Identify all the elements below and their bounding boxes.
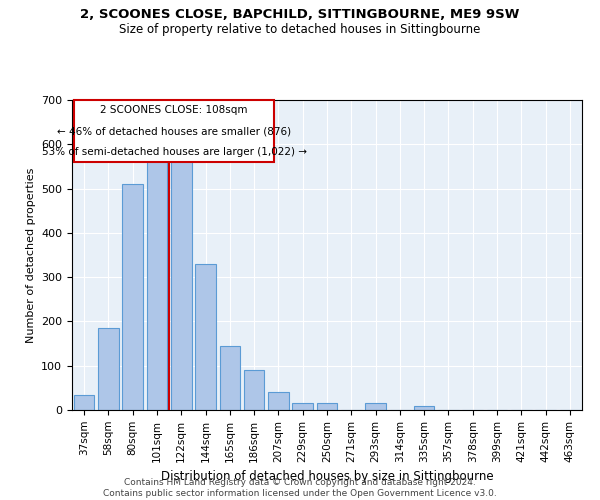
Text: 53% of semi-detached houses are larger (1,022) →: 53% of semi-detached houses are larger (…: [41, 146, 307, 156]
Bar: [220, 346, 240, 410]
Bar: [195, 264, 216, 410]
Bar: [292, 404, 313, 410]
Text: 2, SCOONES CLOSE, BAPCHILD, SITTINGBOURNE, ME9 9SW: 2, SCOONES CLOSE, BAPCHILD, SITTINGBOURN…: [80, 8, 520, 20]
Bar: [268, 392, 289, 410]
Bar: [98, 328, 119, 410]
Y-axis label: Number of detached properties: Number of detached properties: [26, 168, 35, 342]
Bar: [244, 370, 265, 410]
Bar: [122, 184, 143, 410]
Bar: [365, 404, 386, 410]
Text: Size of property relative to detached houses in Sittingbourne: Size of property relative to detached ho…: [119, 22, 481, 36]
Text: Contains HM Land Registry data © Crown copyright and database right 2024.
Contai: Contains HM Land Registry data © Crown c…: [103, 478, 497, 498]
X-axis label: Distribution of detached houses by size in Sittingbourne: Distribution of detached houses by size …: [161, 470, 493, 483]
Bar: [74, 394, 94, 410]
Text: 2 SCOONES CLOSE: 108sqm: 2 SCOONES CLOSE: 108sqm: [100, 106, 248, 116]
Bar: [74, 100, 274, 162]
Bar: [146, 160, 167, 410]
Bar: [317, 404, 337, 410]
Bar: [414, 406, 434, 410]
Bar: [171, 160, 191, 410]
Text: ← 46% of detached houses are smaller (876): ← 46% of detached houses are smaller (87…: [57, 126, 291, 136]
